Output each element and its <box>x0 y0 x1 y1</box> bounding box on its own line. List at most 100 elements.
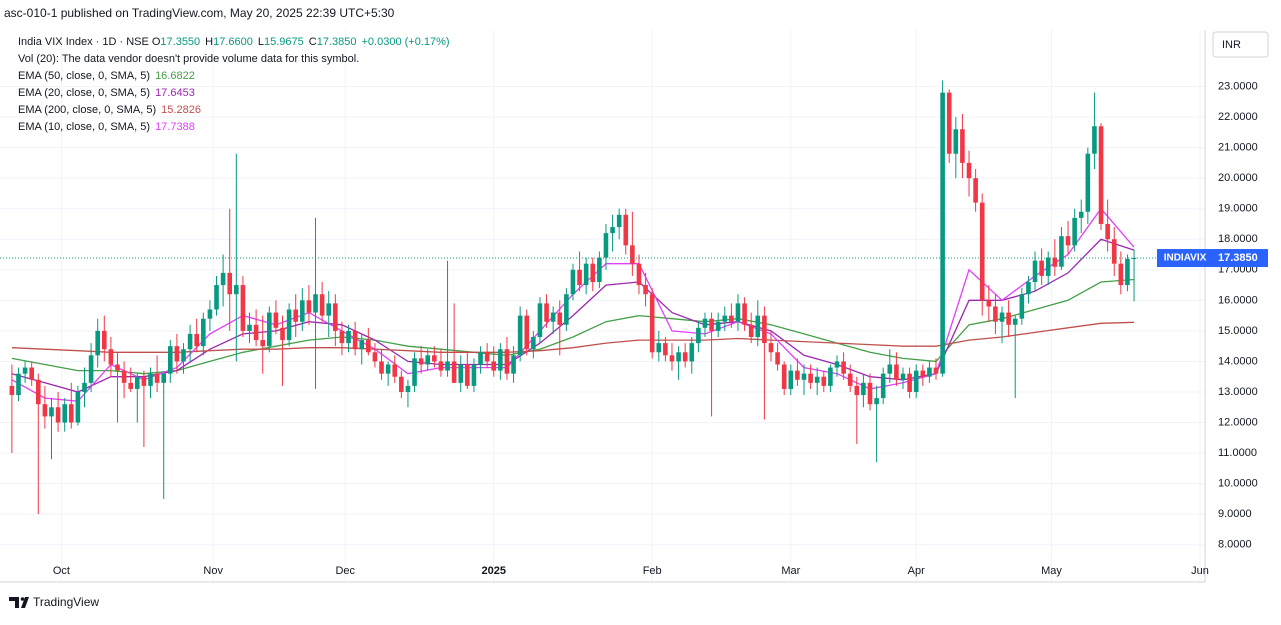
candle-body <box>630 245 635 264</box>
candle-body <box>616 214 622 228</box>
candle-body <box>570 269 576 295</box>
candle-body <box>946 92 952 154</box>
x-tick-label: May <box>1041 565 1062 577</box>
y-tick-label: 13.0000 <box>1218 386 1258 398</box>
candle-body <box>82 382 87 392</box>
candle-body <box>253 324 259 341</box>
candle-body <box>108 349 114 365</box>
x-tick-label: Dec <box>335 565 355 577</box>
candle-body <box>465 364 470 386</box>
candle-body <box>781 364 787 389</box>
candle-body <box>636 263 642 286</box>
candle-body <box>392 364 398 377</box>
candle-body <box>517 315 523 356</box>
candle-body <box>544 303 549 322</box>
candle-body <box>999 312 1005 322</box>
candle-body <box>1019 294 1025 319</box>
candle-body <box>966 162 972 179</box>
legend-symbol: India VIX Index · 1D · NSE <box>18 36 149 48</box>
x-tick-label: Nov <box>203 565 223 577</box>
candle-body <box>729 315 734 322</box>
candle-body <box>603 233 609 258</box>
candle-body <box>174 346 180 362</box>
header: asc-010-1 published on TradingView.com, … <box>4 6 395 20</box>
candle-body <box>1092 126 1097 154</box>
legend-value: 17.7388 <box>155 121 195 133</box>
symbol-tag: INDIAVIX <box>1164 253 1207 264</box>
candle-body <box>748 324 754 338</box>
candle-body <box>973 178 978 203</box>
legend-name: EMA (200, close, 0, SMA, 5) <box>18 104 156 116</box>
candle-body <box>187 333 193 350</box>
candle-body <box>682 352 688 362</box>
candle-body <box>834 361 840 368</box>
candle-body <box>9 385 15 396</box>
y-tick-label: 22.0000 <box>1218 111 1258 123</box>
candle-body <box>451 361 457 383</box>
candle-body <box>366 340 371 353</box>
legend-name: EMA (50, close, 0, SMA, 5) <box>18 70 150 82</box>
candle-body <box>531 337 536 350</box>
ohlc-label: L <box>258 36 264 48</box>
candle-body <box>788 370 794 389</box>
candle-body <box>920 370 926 377</box>
candle-body <box>498 349 503 371</box>
candle-body <box>861 382 866 396</box>
candle-body <box>267 312 272 347</box>
candle-body <box>300 300 305 322</box>
candle-body <box>379 361 384 374</box>
legend-value: 15.2826 <box>161 104 201 116</box>
y-tick-label: 11.0000 <box>1218 447 1257 459</box>
legend-symbol-line: India VIX Index · 1D · NSE O17.3550 H17.66… <box>18 36 450 48</box>
y-tick-label: 15.0000 <box>1218 325 1258 337</box>
candle-body <box>385 364 391 374</box>
legend-entry[interactable]: EMA (10, close, 0, SMA, 5) 17.7388 <box>18 121 195 133</box>
legend-entry[interactable]: EMA (20, close, 0, SMA, 5) 17.6453 <box>18 87 195 99</box>
ema-line <box>11 238 1135 393</box>
y-tick-label: 16.0000 <box>1218 294 1258 306</box>
candle-body <box>412 358 417 386</box>
candle-body <box>649 294 655 353</box>
candle-body <box>68 404 74 423</box>
candle-body <box>1105 223 1110 240</box>
candle-body <box>993 306 998 322</box>
candle-body <box>260 340 266 347</box>
candle-body <box>42 404 48 417</box>
candle-body <box>564 294 569 325</box>
candle-body <box>319 294 325 316</box>
candle-body <box>62 404 67 423</box>
candle-body <box>240 285 246 331</box>
currency-box[interactable] <box>1212 31 1269 58</box>
candle-body <box>1045 257 1051 276</box>
y-tick-label: 12.0000 <box>1218 416 1258 428</box>
candle-body <box>339 330 345 344</box>
candle-body <box>676 352 681 362</box>
candle-body <box>709 318 714 331</box>
candle-body <box>590 263 596 283</box>
candle-body <box>214 285 219 310</box>
candle-body <box>418 358 424 365</box>
candle-body <box>1059 236 1064 267</box>
candle-body <box>194 333 200 347</box>
legend-entry[interactable]: EMA (50, close, 0, SMA, 5) 16.6822 <box>18 70 195 82</box>
candle-body <box>880 373 886 399</box>
candle-body <box>49 407 54 417</box>
candle-body <box>960 129 965 163</box>
candle-body <box>425 355 431 365</box>
candle-body <box>689 343 695 362</box>
x-tick-label: Apr <box>908 565 925 577</box>
candle-body <box>775 352 780 365</box>
candle-body <box>346 330 351 344</box>
y-tick-label: 19.0000 <box>1218 203 1258 215</box>
currency: INR <box>1222 39 1241 51</box>
y-tick-label: 21.0000 <box>1218 142 1258 154</box>
y-tick-label: 23.0000 <box>1218 80 1258 92</box>
candle-body <box>828 367 833 386</box>
candle-body <box>696 327 701 344</box>
legend-entry[interactable]: EMA (200, close, 0, SMA, 5) 15.2826 <box>18 104 201 116</box>
candle-body <box>643 285 648 295</box>
candle-body <box>577 269 582 286</box>
candle-body <box>1006 312 1011 325</box>
ohlc-value: 17.6600 <box>213 36 253 48</box>
